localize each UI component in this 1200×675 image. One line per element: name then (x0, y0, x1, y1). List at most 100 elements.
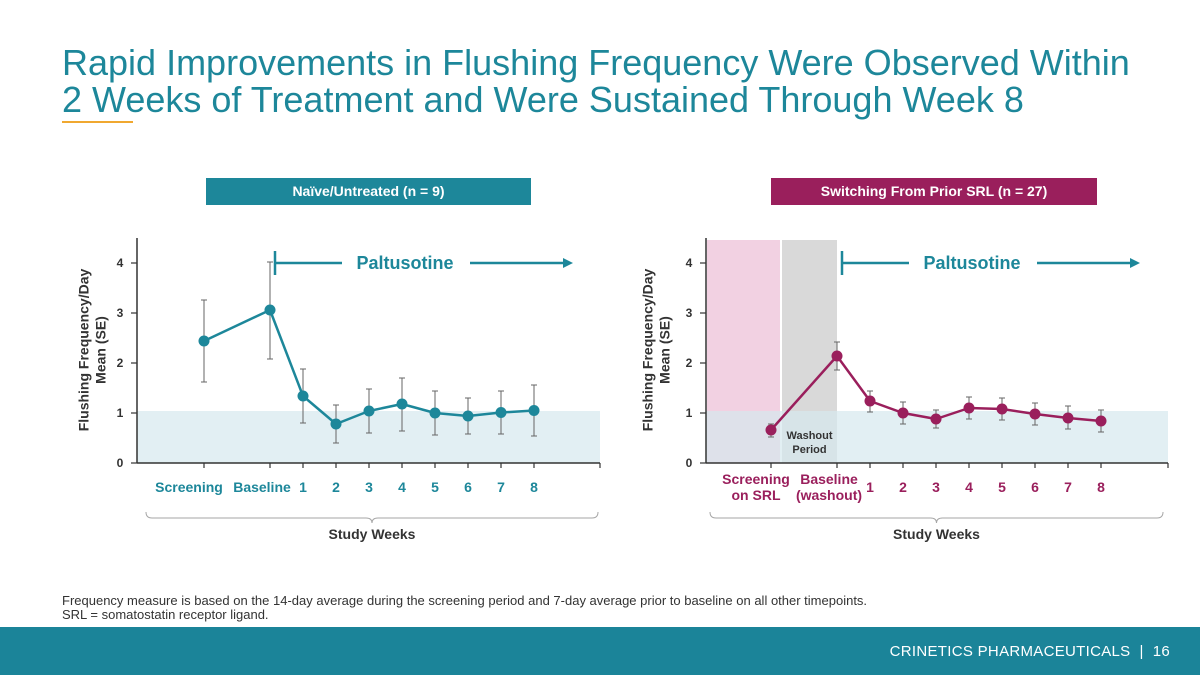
x-axis-title: Study Weeks (329, 526, 416, 542)
label-line: 4 (965, 479, 973, 495)
footnotes: Frequency measure is based on the 14-day… (62, 594, 867, 622)
x-tick-label: 5 (431, 479, 439, 495)
label-line: Flushing Frequency/Day (640, 268, 656, 431)
footer-bar: CRINETICS PHARMACEUTICALS | 16 (0, 627, 1200, 675)
treatment-label: Paltusotine (923, 253, 1020, 273)
label-line: 8 (1097, 479, 1105, 495)
x-tick-label: 4 (398, 479, 406, 495)
data-point (930, 413, 942, 425)
footer-text: CRINETICS PHARMACEUTICALS | 16 (890, 627, 1170, 675)
y-tick-label: 2 (686, 356, 693, 370)
label-line: 5 (998, 479, 1006, 495)
data-point (330, 418, 342, 430)
data-point (363, 405, 375, 417)
series-line (770, 354, 1102, 431)
footnote-frequency-measure: Frequency measure is based on the 14-day… (62, 593, 868, 608)
y-tick-label: 0 (117, 456, 124, 470)
data-point (765, 424, 777, 436)
y-tick-label: 4 (117, 256, 124, 270)
x-tick-label: 3 (365, 479, 373, 495)
y-tick-label: 4 (686, 256, 693, 270)
y-tick-label: 1 (117, 406, 124, 420)
label-line: 7 (497, 479, 505, 495)
data-point (528, 405, 540, 416)
label-line: Washout (786, 430, 832, 442)
data-point (1029, 408, 1041, 420)
x-tick-label: 5 (998, 479, 1006, 495)
data-point (462, 410, 474, 422)
x-tick-label: 1 (299, 479, 307, 495)
label-line: Baseline (233, 479, 291, 495)
data-point (429, 407, 441, 419)
label-line: 1 (299, 479, 307, 495)
data-point (495, 407, 507, 418)
x-tick-label: 3 (932, 479, 940, 495)
footer-separator: | (1139, 642, 1144, 660)
label-line: 3 (932, 479, 940, 495)
study-weeks-brace (709, 511, 1164, 524)
label-line: Flushing Frequency/Day (76, 268, 92, 431)
x-tick-label: 2 (899, 479, 907, 495)
label-line: 1 (866, 479, 874, 495)
label-line: 4 (398, 479, 406, 495)
x-tick-label: 7 (497, 479, 505, 495)
label-line: 5 (431, 479, 439, 495)
panel-header-switching-from-prior-srl: Switching From Prior SRL (n = 27) (771, 178, 1097, 205)
data-point (1095, 415, 1107, 427)
label-line: Period (792, 444, 826, 456)
y-tick-label: 3 (686, 306, 693, 320)
y-tick-label: 1 (686, 406, 693, 420)
x-tick-label: 1 (866, 479, 874, 495)
y-tick-label: 2 (117, 356, 124, 370)
label-line: Mean (SE) (657, 316, 673, 384)
data-point (264, 304, 276, 316)
label-line: 3 (365, 479, 373, 495)
company-name: CRINETICS PHARMACEUTICALS (889, 642, 1131, 660)
data-point (996, 403, 1008, 415)
label-line: 2 (332, 479, 340, 495)
data-point (963, 402, 975, 414)
x-tick-label: Screening (155, 479, 223, 495)
x-tick-label: 2 (332, 479, 340, 495)
label-line: Mean (SE) (93, 316, 109, 384)
label-line: Baseline (800, 471, 858, 487)
data-point (897, 407, 909, 419)
treatment-arrow-head (1130, 258, 1140, 268)
data-point (864, 395, 876, 407)
label-line: 6 (1031, 479, 1039, 495)
study-weeks-brace (145, 511, 599, 524)
x-tick-label: Baseline (233, 479, 291, 495)
label-line: on SRL (732, 487, 781, 503)
x-tick-label: 8 (530, 479, 538, 495)
x-tick-label: 7 (1064, 479, 1072, 495)
treatment-label: Paltusotine (356, 253, 453, 273)
treatment-arrow-head (563, 258, 573, 268)
label-line: 8 (530, 479, 538, 495)
x-tick-label: Baseline (washout) (796, 471, 862, 503)
label-line: 2 (899, 479, 907, 495)
series-line (203, 308, 535, 426)
data-point (396, 398, 408, 410)
x-tick-label: Screening on SRL (722, 471, 790, 503)
panel-header-naive-untreated: Naïve/Untreated (n = 9) (206, 178, 531, 205)
y-axis-title: Flushing Frequency/DayMean (SE) (76, 268, 109, 431)
x-tick-label: 8 (1097, 479, 1105, 495)
y-axis-title: Flushing Frequency/DayMean (SE) (640, 268, 673, 431)
label-line: (washout) (796, 487, 862, 503)
data-point (297, 390, 309, 402)
x-tick-label: 4 (965, 479, 973, 495)
x-axis-title: Study Weeks (893, 526, 980, 542)
x-tick-label: 6 (464, 479, 472, 495)
footnote-srl-definition: SRL = somatostatin receptor ligand. (62, 607, 269, 622)
washout-period-label: Washout Period (786, 430, 832, 456)
y-tick-label: 0 (686, 456, 693, 470)
label-line: Screening (722, 471, 790, 487)
title-underline (62, 121, 133, 123)
label-line: 7 (1064, 479, 1072, 495)
label-line: Screening (155, 479, 223, 495)
slide-title: Rapid Improvements in Flushing Frequency… (62, 42, 1130, 120)
label-line: 6 (464, 479, 472, 495)
data-point (831, 350, 843, 362)
